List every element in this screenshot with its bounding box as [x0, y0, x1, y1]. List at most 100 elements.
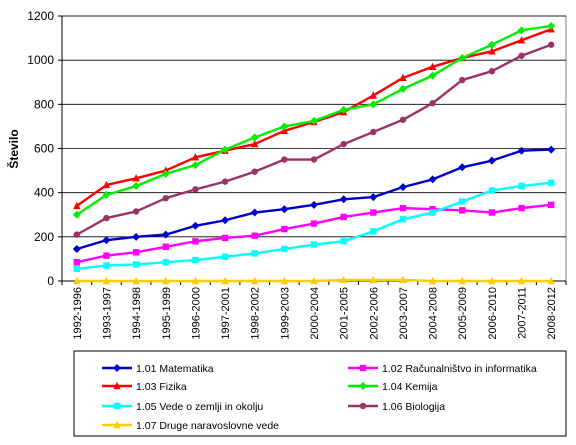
data-point: [459, 198, 466, 205]
data-point: [487, 156, 496, 165]
data-point: [161, 169, 170, 178]
data-point: [310, 116, 318, 125]
data-point: [251, 276, 259, 285]
data-point: [250, 208, 259, 217]
data-point: [488, 187, 496, 194]
legend-item: 1.07 Druge naravoslovne vede: [102, 420, 279, 432]
data-point: [102, 236, 111, 245]
data-point: [280, 205, 289, 214]
series-5: [73, 179, 555, 273]
x-tick-label: 1994-1998: [131, 287, 143, 340]
data-point: [488, 47, 496, 55]
data-point: [547, 41, 555, 48]
legend-marker: [113, 364, 121, 372]
data-point: [102, 190, 111, 199]
y-tick-label: 1000: [27, 53, 54, 67]
legend-label: 1.04 Kemija: [382, 381, 438, 393]
series-4: [72, 21, 556, 219]
legend-label: 1.05 Vede o zemlji in okolju: [136, 401, 263, 413]
y-axis-ticks: 0 200 400 600 800 1000 1200: [27, 9, 54, 288]
data-point: [132, 208, 140, 215]
legend-item: 1.01 Matematika: [102, 363, 214, 375]
data-point: [192, 186, 199, 193]
x-tick-label: 1992-1996: [72, 287, 84, 340]
data-point: [518, 52, 525, 59]
data-point: [192, 256, 199, 264]
y-tick-label: 200: [34, 230, 54, 244]
x-tick-label: 1993-1997: [101, 287, 113, 340]
data-point: [428, 175, 437, 184]
x-tick-label: 2008-2012: [546, 287, 558, 340]
legend-label: 1.01 Matematika: [136, 363, 214, 375]
data-point: [517, 146, 526, 155]
data-point: [517, 26, 526, 35]
data-point: [429, 100, 436, 107]
data-point: [162, 243, 169, 250]
data-point: [398, 84, 407, 93]
data-point: [547, 179, 555, 186]
data-point: [73, 265, 81, 273]
series-layer: [72, 21, 556, 285]
legend-box: [73, 350, 567, 437]
legend-marker: [359, 364, 367, 372]
legend-label: 1.02 Računalništvo in informatika: [382, 363, 537, 375]
data-point: [340, 238, 347, 245]
data-point: [459, 207, 466, 214]
data-point: [428, 276, 437, 285]
x-tick-label: 2005-2009: [457, 287, 469, 340]
data-point: [73, 201, 81, 210]
legend-marker: [359, 402, 367, 410]
data-point: [102, 276, 111, 285]
data-point: [221, 216, 230, 225]
data-point: [162, 259, 169, 266]
data-point: [488, 276, 496, 285]
y-tick-label: 1200: [27, 9, 54, 23]
series-1: [72, 145, 556, 253]
data-point: [399, 215, 407, 223]
data-point: [310, 276, 318, 285]
data-point: [191, 153, 200, 161]
data-point: [458, 53, 467, 62]
x-tick-label: 1996-2000: [190, 287, 202, 340]
data-point: [251, 168, 258, 175]
data-point: [281, 225, 288, 233]
data-point: [369, 275, 377, 284]
data-point: [458, 163, 467, 172]
y-axis-label: Število: [6, 129, 21, 168]
data-point: [280, 122, 289, 131]
data-point: [370, 209, 377, 216]
data-point: [517, 36, 526, 44]
data-point: [429, 206, 436, 213]
legend-label: 1.03 Fizika: [136, 381, 187, 393]
legend-label: 1.07 Druge naravoslovne vede: [136, 420, 279, 432]
data-point: [488, 209, 496, 216]
data-point: [132, 232, 141, 241]
data-point: [370, 228, 377, 235]
data-point: [399, 73, 407, 82]
x-tick-label: 2006-2010: [487, 287, 499, 340]
data-point: [428, 71, 437, 80]
data-point: [251, 232, 258, 239]
data-point: [487, 40, 496, 49]
data-point: [221, 178, 229, 185]
x-tick-label: 1995-1999: [161, 287, 173, 340]
data-point: [369, 91, 377, 99]
data-point: [191, 161, 200, 170]
data-point: [191, 276, 200, 285]
data-point: [547, 145, 556, 154]
data-point: [72, 210, 81, 219]
data-point: [547, 201, 555, 209]
data-point: [459, 76, 466, 84]
data-point: [428, 62, 437, 70]
legend-label: 1.06 Biologija: [382, 401, 445, 413]
data-point: [192, 238, 199, 245]
legend-item: 1.05 Vede o zemlji in okolju: [102, 401, 263, 413]
data-point: [310, 156, 318, 163]
data-point: [191, 221, 200, 230]
data-point: [73, 259, 81, 266]
data-point: [132, 174, 140, 182]
data-point: [102, 180, 111, 189]
data-point: [310, 220, 318, 227]
x-tick-label: 1997-2001: [220, 287, 232, 340]
x-tick-label: 2004-2008: [428, 287, 440, 340]
